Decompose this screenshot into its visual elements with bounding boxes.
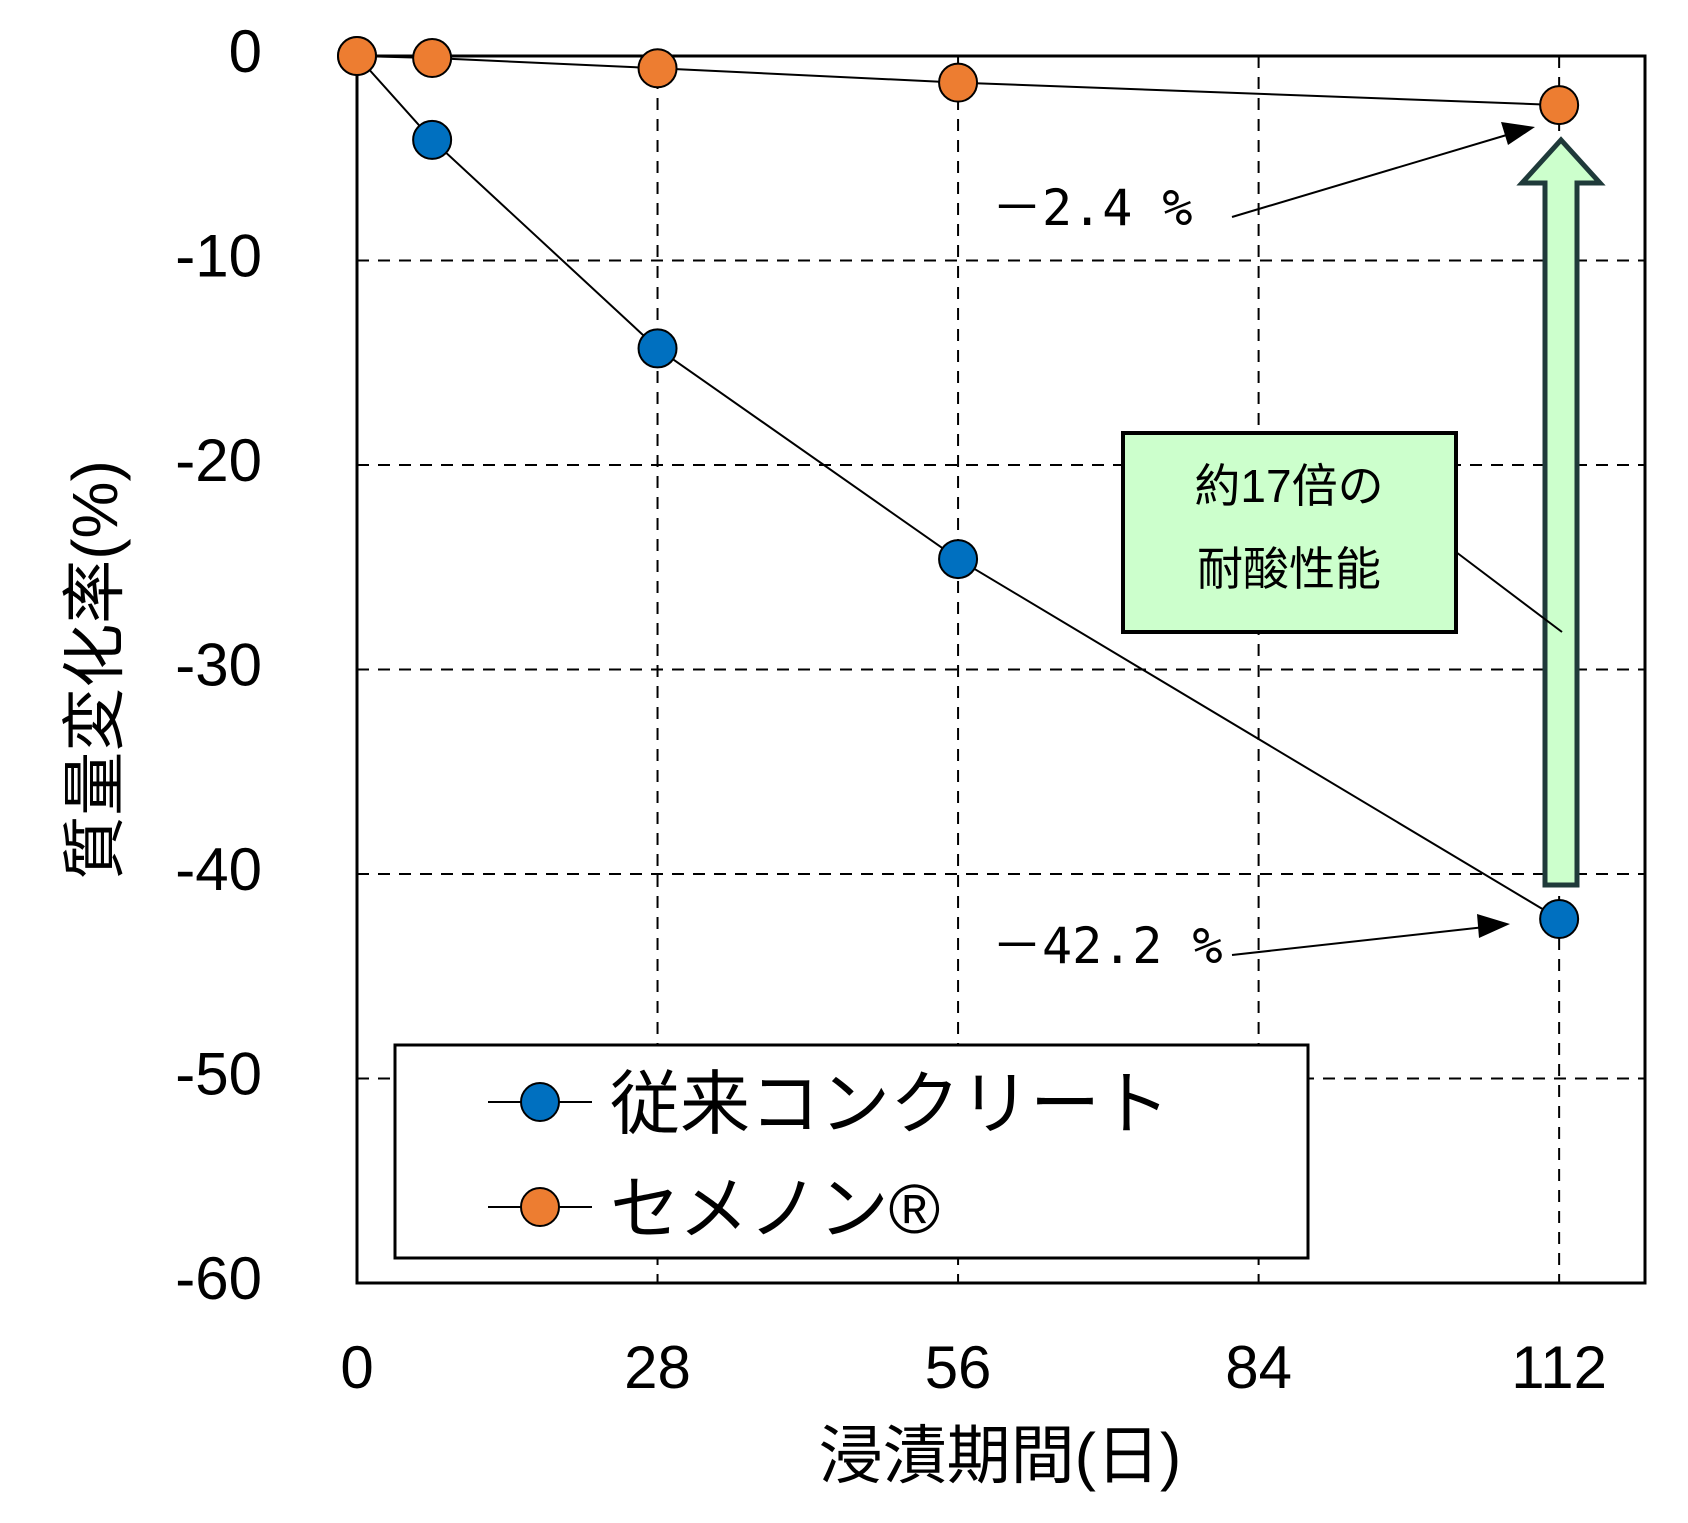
data-point-cemenon bbox=[637, 48, 678, 89]
data-point-conventional bbox=[938, 539, 979, 580]
legend-marker-cemenon bbox=[520, 1187, 560, 1227]
data-point-cemenon bbox=[1539, 85, 1580, 126]
callout-text-line2: 耐酸性能 bbox=[1197, 543, 1381, 595]
x-axis-label: 浸漬期間(日) bbox=[819, 1420, 1182, 1492]
annotation-cemenon-final: －2.4 % bbox=[992, 179, 1193, 237]
series-points bbox=[337, 36, 1580, 939]
annotation-conventional-final: －42.2 % bbox=[992, 917, 1223, 975]
data-point-cemenon bbox=[938, 62, 979, 103]
legend: 従来コンクリート セメノン® bbox=[393, 1043, 1310, 1260]
annotation-leader-conventional bbox=[1231, 926, 1486, 956]
x-tick-label: 84 bbox=[1225, 1334, 1292, 1401]
y-axis-ticks: 0 -10 -20 -30 -40 -50 -60 bbox=[175, 18, 262, 1312]
legend-marker-conventional bbox=[520, 1082, 560, 1122]
x-axis-ticks: 0 28 56 84 112 bbox=[340, 1334, 1607, 1401]
y-tick-label: -50 bbox=[175, 1040, 262, 1107]
y-tick-label: 0 bbox=[229, 18, 262, 85]
legend-label-conventional: 従来コンクリート bbox=[610, 1065, 1170, 1143]
data-point-cemenon bbox=[412, 38, 453, 79]
callout-text-line1: 約17倍の bbox=[1194, 460, 1383, 512]
y-tick-label: -10 bbox=[175, 222, 262, 289]
improvement-arrow bbox=[1516, 136, 1606, 888]
x-tick-label: 0 bbox=[340, 1334, 373, 1401]
callout-leader-line bbox=[1455, 551, 1563, 633]
annotation-leader-cemenon bbox=[1231, 133, 1511, 218]
callout-box bbox=[1121, 431, 1458, 634]
data-point-conventional bbox=[637, 328, 678, 369]
y-tick-label: -60 bbox=[175, 1245, 262, 1312]
annotation-arrowhead-cemenon bbox=[1501, 122, 1535, 145]
legend-box bbox=[393, 1043, 1310, 1260]
data-point-conventional bbox=[1539, 898, 1580, 939]
y-tick-label: -20 bbox=[175, 427, 262, 494]
data-point-conventional bbox=[412, 119, 453, 160]
x-tick-label: 112 bbox=[1511, 1334, 1607, 1401]
x-tick-label: 28 bbox=[624, 1334, 691, 1401]
annotation-arrowhead-conventional bbox=[1477, 914, 1510, 938]
data-point-cemenon bbox=[337, 36, 377, 76]
y-tick-label: -40 bbox=[175, 836, 262, 903]
y-axis-label: 質量変化率(%) bbox=[59, 460, 131, 880]
x-tick-label: 56 bbox=[925, 1334, 992, 1401]
legend-label-cemenon: セメノン® bbox=[610, 1170, 940, 1248]
plot-area-frame bbox=[355, 54, 1647, 1285]
y-tick-label: -30 bbox=[175, 631, 262, 698]
